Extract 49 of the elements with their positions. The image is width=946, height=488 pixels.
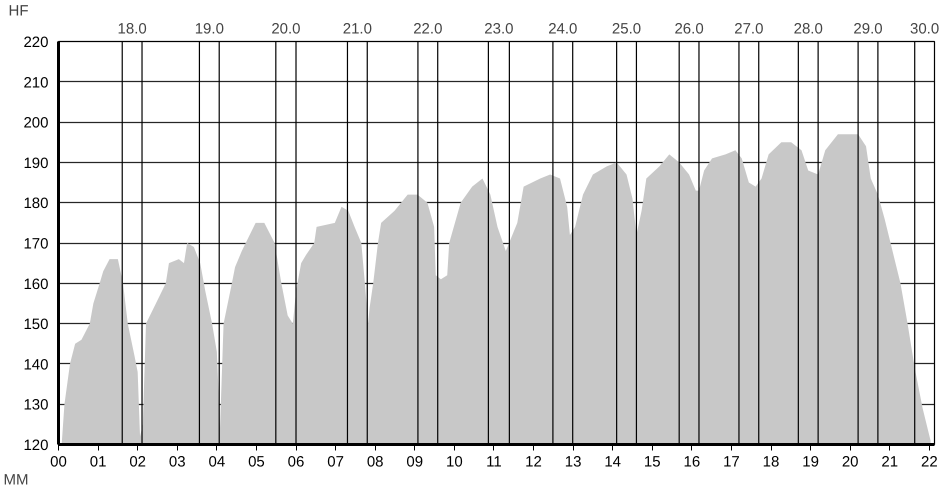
y-axis-title: HF bbox=[8, 2, 28, 20]
text: 28.0 bbox=[794, 20, 823, 38]
x-tick-label: 00 bbox=[50, 454, 67, 470]
x-tick-label: 09 bbox=[406, 454, 424, 470]
text: 26.0 bbox=[674, 20, 704, 38]
x-tick-label: 20 bbox=[842, 454, 859, 470]
x-tick-label: 10 bbox=[446, 454, 463, 470]
y-tick-label: 160 bbox=[23, 276, 49, 293]
x-tick-label: 17 bbox=[723, 454, 740, 470]
x-tick-label: 16 bbox=[684, 454, 700, 470]
text: 18.0 bbox=[118, 20, 147, 38]
x-tick-label: 19 bbox=[802, 454, 819, 470]
x-tick-label: 14 bbox=[604, 454, 622, 470]
x-tick-label: 05 bbox=[248, 454, 265, 470]
x-tick-label: 13 bbox=[564, 454, 582, 470]
y-tick-label: 180 bbox=[23, 195, 49, 212]
x-tick-label: 22 bbox=[921, 454, 938, 470]
y-tick-label: 140 bbox=[23, 356, 49, 374]
text: 25.0 bbox=[612, 20, 642, 38]
x-tick-label: 08 bbox=[366, 454, 384, 470]
text: 19.0 bbox=[194, 20, 224, 38]
x-tick-label: 12 bbox=[525, 454, 542, 470]
y-tick-label: 130 bbox=[23, 396, 49, 414]
x-tick-label: 21 bbox=[881, 454, 898, 470]
text: 21.0 bbox=[342, 20, 372, 38]
x-tick-label: 04 bbox=[208, 454, 226, 470]
text: 20.0 bbox=[271, 20, 301, 38]
x-tick-label: 15 bbox=[644, 454, 661, 470]
y-tick-label: 220 bbox=[23, 34, 49, 51]
x-tick-label: 03 bbox=[168, 454, 186, 470]
y-tick-label: 200 bbox=[23, 114, 49, 132]
x-axis-title: MM bbox=[4, 472, 28, 488]
y-tick-label: 210 bbox=[23, 74, 49, 92]
y-tick-label: 120 bbox=[23, 437, 49, 454]
x-tick-label: 06 bbox=[288, 454, 304, 470]
text: 24.0 bbox=[548, 20, 578, 38]
y-tick-label: 170 bbox=[23, 236, 49, 252]
x-tick-label: 18 bbox=[762, 454, 780, 470]
text: 29.0 bbox=[853, 20, 883, 38]
text: 27.0 bbox=[734, 20, 764, 38]
x-tick-label: 07 bbox=[327, 454, 344, 470]
text: 23.0 bbox=[484, 20, 514, 38]
text: 22.0 bbox=[413, 20, 442, 38]
x-tick-label: 01 bbox=[90, 454, 106, 470]
x-tick-label: 11 bbox=[486, 454, 502, 470]
text: 30.0 bbox=[910, 20, 940, 38]
x-tick-label: 02 bbox=[129, 454, 146, 470]
y-tick-label: 150 bbox=[23, 316, 49, 334]
y-tick-label: 190 bbox=[23, 154, 49, 172]
